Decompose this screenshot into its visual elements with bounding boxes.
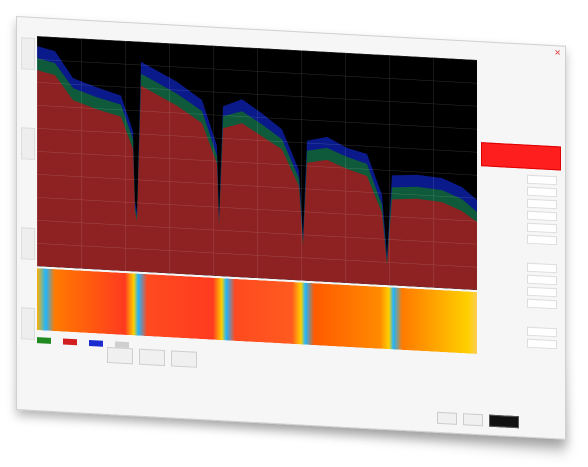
- left-toolbar: [21, 37, 35, 341]
- record-label: [482, 143, 560, 147]
- left-tab-4[interactable]: [21, 307, 35, 341]
- footer-button-1[interactable]: [437, 411, 457, 425]
- ok-button[interactable]: [489, 414, 519, 429]
- footer-button-2[interactable]: [463, 413, 483, 427]
- spectrum-svg: [37, 36, 477, 290]
- control-button-3[interactable]: [171, 350, 197, 368]
- panel-field-2[interactable]: [481, 184, 559, 198]
- close-icon[interactable]: ✕: [554, 48, 561, 58]
- panel-field-10[interactable]: [481, 296, 559, 310]
- control-button-2[interactable]: [139, 348, 165, 367]
- analyzer-window: ✕: [16, 16, 566, 440]
- legend-swatch-1: [37, 337, 51, 344]
- left-tab-1[interactable]: [21, 37, 35, 71]
- control-buttons: [107, 346, 197, 368]
- record-button[interactable]: [481, 142, 561, 171]
- control-button-1[interactable]: [107, 346, 133, 365]
- spectrum-plot[interactable]: [37, 36, 477, 290]
- right-panel: [481, 142, 561, 426]
- panel-field-5[interactable]: [481, 220, 559, 234]
- panel-field-1[interactable]: [481, 172, 559, 186]
- panel-field-3[interactable]: [481, 196, 559, 210]
- spectrogram-strip: [37, 268, 477, 354]
- legend-swatch-3: [89, 339, 103, 347]
- panel-field-12[interactable]: [481, 336, 559, 350]
- panel-field-9[interactable]: [481, 284, 559, 298]
- left-tab-3[interactable]: [21, 227, 35, 261]
- panel-field-4[interactable]: [481, 208, 559, 222]
- panel-field-8[interactable]: [481, 272, 559, 286]
- spectrogram-svg: [37, 268, 477, 354]
- legend-swatch-2: [63, 338, 77, 346]
- panel-field-7[interactable]: [481, 260, 559, 274]
- left-tab-2[interactable]: [21, 127, 35, 161]
- panel-field-6[interactable]: [481, 232, 559, 246]
- panel-field-11[interactable]: [481, 324, 559, 338]
